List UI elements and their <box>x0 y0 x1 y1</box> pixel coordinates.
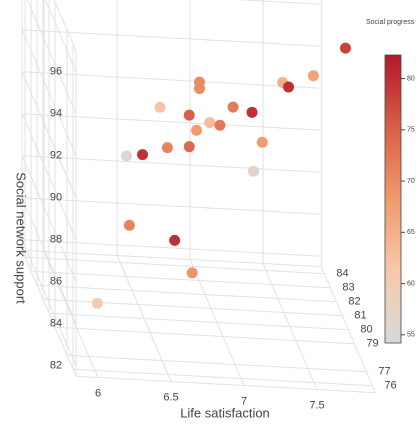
point <box>169 234 181 246</box>
grid-line <box>21 113 77 240</box>
grid <box>21 0 376 394</box>
z-tick-label: 92 <box>50 150 62 162</box>
y-tick-label: 79 <box>366 338 378 350</box>
point <box>161 142 173 154</box>
grid-line <box>67 354 367 373</box>
grid-line <box>21 197 77 324</box>
grid-line <box>22 155 322 173</box>
colorbar-tick-label: 80 <box>407 75 415 82</box>
grid-line <box>22 71 322 89</box>
grid-line <box>22 113 322 131</box>
x-tick-label: 7.5 <box>309 399 324 411</box>
y-tick-label: 76 <box>384 380 396 392</box>
grid-line <box>55 326 355 345</box>
point <box>227 101 239 113</box>
y-tick-label: 82 <box>348 296 360 308</box>
z-axis-title: Social network support <box>14 172 29 304</box>
y-tick-label: 81 <box>354 310 366 322</box>
point <box>307 70 319 82</box>
grid-line <box>26 0 77 114</box>
z-tick-label: 90 <box>50 192 62 204</box>
point <box>256 136 268 148</box>
z-tick-label: 88 <box>50 234 62 246</box>
point <box>193 82 205 94</box>
y-tick-label: 80 <box>360 324 372 336</box>
points <box>91 42 351 309</box>
point <box>214 119 226 131</box>
y-tick-label: 83 <box>342 282 354 294</box>
x-tick-label: 6 <box>95 387 101 399</box>
point <box>183 141 195 153</box>
z-tick-label: 94 <box>50 108 62 120</box>
grid-line <box>73 368 373 387</box>
grid-line <box>49 312 349 331</box>
z-tick-label: 82 <box>50 360 62 372</box>
grid-line <box>44 0 77 72</box>
grid-line <box>21 239 77 366</box>
point <box>137 149 149 161</box>
point <box>283 81 295 93</box>
point <box>248 165 259 177</box>
colorbar-tick-label: 60 <box>407 280 415 287</box>
colorbar-tick-label: 55 <box>407 332 415 339</box>
grid-line <box>31 270 331 289</box>
box-edge <box>22 249 322 268</box>
z-tick-label: 86 <box>50 276 62 288</box>
grid-line <box>43 298 343 317</box>
colorbar <box>384 54 402 344</box>
point <box>204 117 216 129</box>
grid-line <box>21 71 77 198</box>
x-tick-label: 7 <box>241 395 247 407</box>
y-tick-label: 84 <box>336 268 348 280</box>
point <box>91 297 103 309</box>
colorbar-tick-label: 75 <box>407 127 415 134</box>
colorbar-tick-label: 70 <box>407 178 415 185</box>
grid-line <box>21 155 77 282</box>
point <box>191 124 203 136</box>
point <box>186 267 198 279</box>
point <box>123 219 135 231</box>
grid-line <box>25 256 325 275</box>
grid-line <box>37 284 337 303</box>
box-edge <box>76 375 376 394</box>
grid-line <box>22 29 322 47</box>
point <box>120 150 132 162</box>
colorbar-title: Social progress <box>366 19 415 26</box>
point <box>154 101 166 113</box>
grid-line <box>21 29 77 156</box>
x-tick-label: 6.5 <box>163 391 178 403</box>
grid-line <box>235 0 322 5</box>
y-tick-label: 77 <box>378 366 390 378</box>
point <box>183 109 195 121</box>
point <box>339 42 351 54</box>
z-tick-label: 96 <box>50 66 62 78</box>
z-tick-label: 84 <box>50 318 62 330</box>
x-axis-title: Life satisfaction <box>180 405 270 420</box>
grid-line <box>22 239 322 257</box>
grid-line <box>22 197 322 215</box>
point <box>246 106 258 118</box>
colorbar-tick-label: 65 <box>407 229 415 236</box>
